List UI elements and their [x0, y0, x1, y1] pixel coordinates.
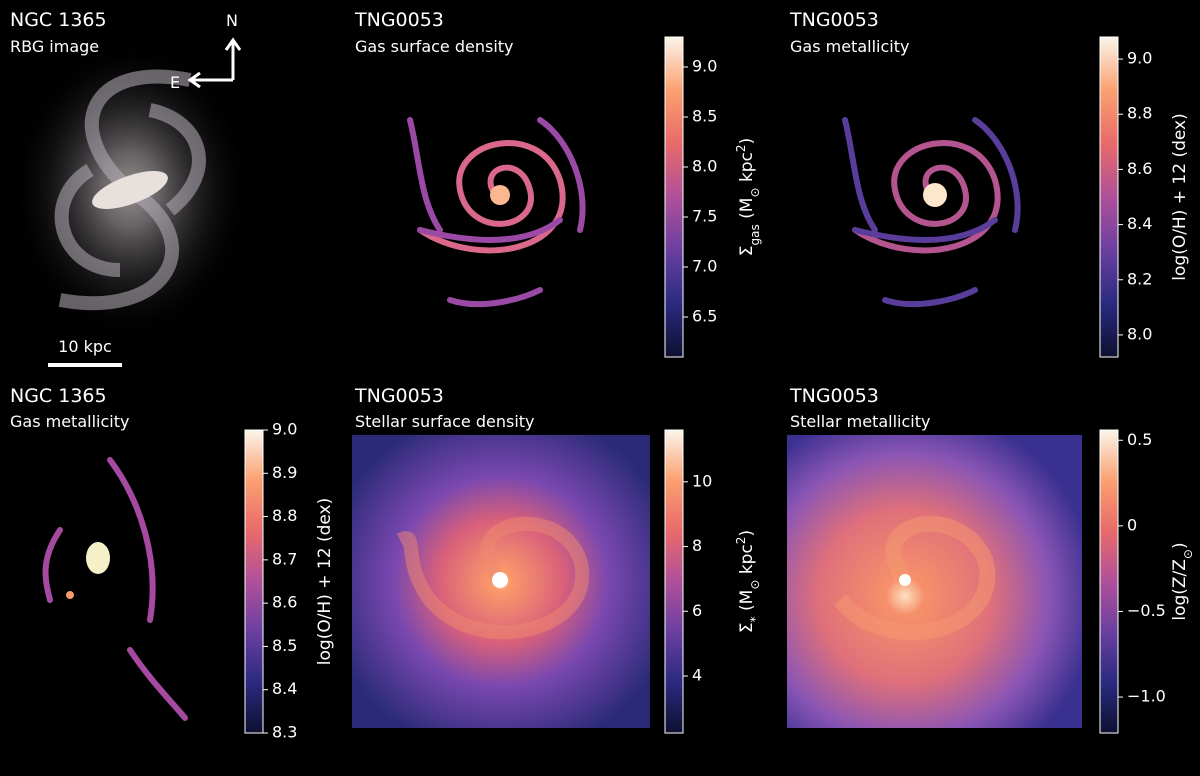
- colorbar-label: log(O/H) + 12 (dex): [315, 498, 335, 665]
- scale-bar-label: 10 kpc: [58, 337, 112, 356]
- colorbar: [1099, 36, 1119, 358]
- colorbar-label-part: Σ: [737, 622, 757, 633]
- colorbar-label: log(O/H) + 12 (dex): [1170, 113, 1190, 280]
- colorbar-label-part: ⊙: [1181, 549, 1195, 559]
- colorbar: [1099, 429, 1119, 734]
- colorbar-tick-label: 0: [1127, 515, 1137, 534]
- colorbar-tick-label: 9.0: [692, 57, 717, 76]
- compass-north: N: [226, 11, 238, 30]
- scale-bar: [48, 363, 122, 367]
- colorbar-tick-label: 8.5: [692, 107, 717, 126]
- colorbar-tick-label: 4: [692, 666, 702, 685]
- panel-title: TNG0053: [354, 385, 444, 407]
- panel-subtitle: Stellar surface density: [355, 412, 535, 431]
- colorbar-tick-label: 8.5: [272, 636, 297, 655]
- colorbar-tick-label: 9.0: [1127, 49, 1152, 68]
- colorbar-label-part: log(O/H) + 12 (dex): [315, 498, 335, 665]
- colorbar-label-part: (M: [737, 198, 757, 225]
- colorbar-label-part: ): [737, 138, 757, 145]
- colorbar-label: Σ* (M⊙ kpc2): [734, 530, 762, 633]
- colorbar-tick-label: 8.4: [272, 679, 297, 698]
- colorbar-label-part: ): [1170, 542, 1190, 549]
- panel-subtitle: RBG image: [10, 37, 99, 56]
- colorbar-tick-label: 8.8: [272, 506, 297, 525]
- compass-east: E: [170, 73, 180, 92]
- colorbar-tick-label: 8.8: [1127, 104, 1152, 123]
- colorbar-label-part: Σ: [737, 245, 757, 256]
- panel-subtitle: Gas metallicity: [790, 37, 909, 56]
- colorbar-label-part: 2: [734, 537, 748, 545]
- panel-title: NGC 1365: [10, 9, 107, 31]
- colorbar-tick-label: −0.5: [1127, 601, 1166, 620]
- colorbar-tick-label: 8.4: [1127, 214, 1152, 233]
- colorbar-tick-label: 8.7: [272, 549, 297, 568]
- colorbar-label-part: log(O/H) + 12 (dex): [1170, 113, 1190, 280]
- stellar-density-map: [352, 435, 650, 728]
- colorbar: [664, 36, 684, 358]
- gas-density-map: [407, 117, 586, 308]
- colorbar-label-part: ⊙: [748, 580, 762, 590]
- colorbar-tick-label: 8: [692, 536, 702, 555]
- colorbar-tick-label: 6: [692, 601, 702, 620]
- colorbar: [664, 429, 684, 734]
- colorbar-tick-label: 8.9: [272, 463, 297, 482]
- colorbar-tick-label: 7.5: [692, 207, 717, 226]
- colorbar-label-part: kpc: [737, 152, 757, 187]
- panel-subtitle: Gas metallicity: [10, 412, 129, 431]
- colorbar-label-part: 2: [734, 144, 748, 152]
- colorbar-label-part: kpc: [737, 544, 757, 579]
- colorbar-tick-label: 8.6: [272, 593, 297, 612]
- colorbar-tick-label: 0.5: [1127, 430, 1152, 449]
- panel-title: NGC 1365: [10, 385, 107, 407]
- colorbar-label: log(Z/Z⊙): [1170, 542, 1195, 620]
- colorbar-tick-label: 8.3: [272, 723, 297, 742]
- colorbar-tick-label: 6.5: [692, 307, 717, 326]
- colorbar-label-part: ): [737, 530, 757, 537]
- colorbar-tick-label: 10: [692, 471, 712, 490]
- colorbar-label-part: log(Z/Z: [1170, 559, 1190, 621]
- colorbar-tick-label: 8.0: [1127, 324, 1152, 343]
- colorbar-tick-label: −1.0: [1127, 687, 1166, 706]
- colorbar-tick-label: 8.6: [1127, 159, 1152, 178]
- colorbar-label-part: (M: [737, 590, 757, 617]
- stellar-metallicity-map: [787, 435, 1082, 728]
- panel-title: TNG0053: [789, 9, 879, 31]
- colorbar-label-part: gas: [748, 224, 762, 245]
- panel-subtitle: Gas surface density: [355, 37, 514, 56]
- colorbar-tick-label: 9.0: [272, 420, 297, 439]
- galaxy-image: [10, 40, 250, 340]
- colorbar-tick-label: 7.0: [692, 257, 717, 276]
- colorbar-label-part: ⊙: [748, 187, 762, 197]
- panel-title: TNG0053: [354, 9, 444, 31]
- colorbar-tick-label: 8.2: [1127, 269, 1152, 288]
- colorbar-label-part: *: [748, 616, 762, 622]
- colorbar: [244, 429, 264, 734]
- panel-subtitle: Stellar metallicity: [790, 412, 930, 431]
- colorbar-tick-label: 8.0: [692, 157, 717, 176]
- gas-metallicity-map: [842, 117, 1021, 308]
- panel-title: TNG0053: [789, 385, 879, 407]
- compass: [187, 37, 242, 89]
- ngc1365-metallicity-map: [42, 457, 188, 721]
- colorbar-label: Σgas (M⊙ kpc2): [734, 138, 762, 256]
